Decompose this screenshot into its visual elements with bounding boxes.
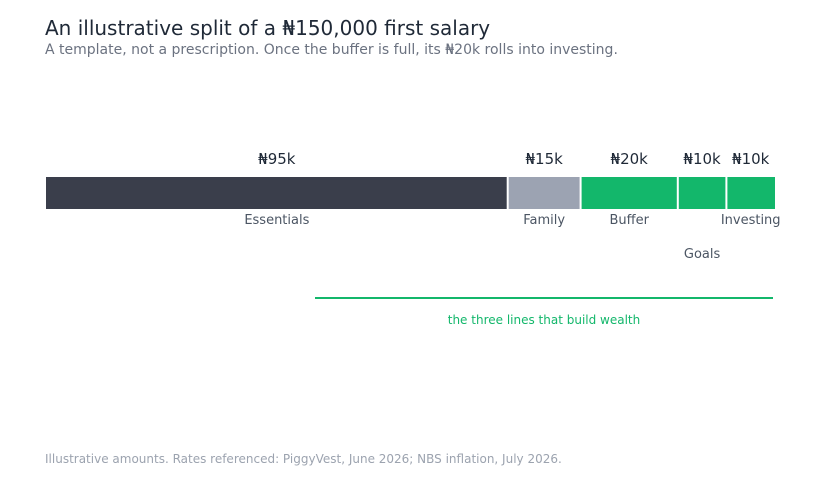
value-label-essentials: ₦95k: [258, 150, 296, 168]
bar-segment-investing: [727, 177, 775, 209]
value-label-family: ₦15k: [525, 150, 563, 168]
bar-segment-goals: [678, 177, 726, 209]
value-label-goals: ₦10k: [683, 150, 721, 168]
wealth-bracket-label: the three lines that build wealth: [448, 313, 641, 327]
chart-title: An illustrative split of a ₦150,000 firs…: [45, 16, 491, 40]
bar-segment-essentials: [46, 177, 507, 209]
footer-note: Illustrative amounts. Rates referenced: …: [45, 452, 562, 466]
category-label-essentials: Essentials: [244, 213, 309, 228]
value-label-buffer: ₦20k: [611, 150, 649, 168]
category-label-family: Family: [523, 213, 565, 228]
bar-segment-family: [508, 177, 580, 209]
category-label-buffer: Buffer: [609, 213, 649, 228]
category-label-investing: Investing: [721, 213, 781, 228]
category-label-goals: Goals: [684, 247, 721, 262]
bar-segment-buffer: [581, 177, 677, 209]
chart-subtitle: A template, not a prescription. Once the…: [45, 42, 618, 58]
value-label-investing: ₦10k: [732, 150, 770, 168]
